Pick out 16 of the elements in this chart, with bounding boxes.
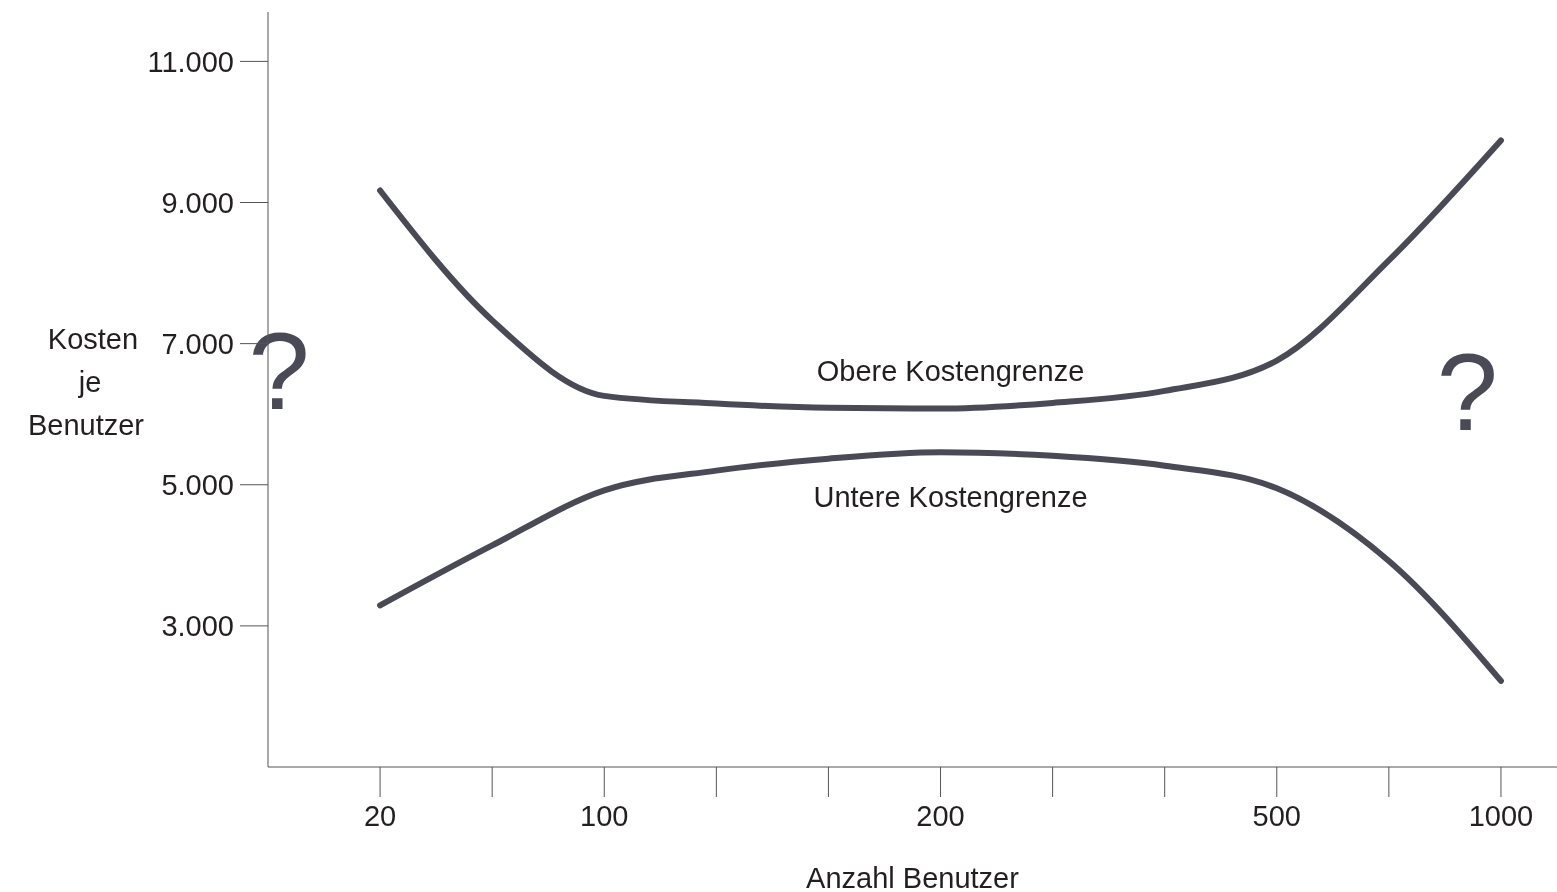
y-tick-label: 7.000 (161, 327, 234, 360)
annotation: ? (247, 308, 311, 432)
y-axis-title: Kosten je Benutzer (27, 323, 145, 441)
series-label: Untere Kostengrenze (813, 481, 1088, 514)
annotation: ? (1435, 330, 1499, 454)
y-tick-label: 5.000 (161, 469, 234, 502)
y-tick-label: 9.000 (161, 186, 234, 219)
x-tick-label: 1000 (1468, 799, 1534, 832)
x-axis-title: Anzahl Benutzer (806, 862, 1020, 892)
y-tick-label: 11.000 (147, 45, 234, 78)
x-tick-label: 200 (916, 799, 965, 832)
x-tick-label: 500 (1252, 799, 1301, 832)
x-tick-label: 100 (580, 799, 629, 832)
x-tick-label: 20 (363, 799, 397, 832)
series-label: Obere Kostengrenze (816, 354, 1085, 387)
y-tick-label: 3.000 (161, 610, 234, 643)
